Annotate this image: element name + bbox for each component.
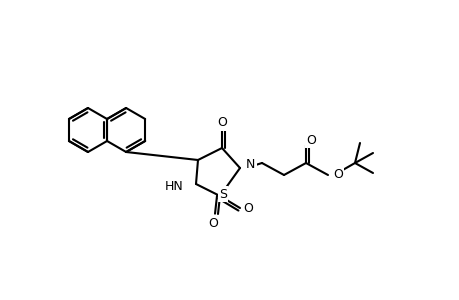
Text: O: O: [207, 218, 218, 230]
Text: O: O: [305, 134, 315, 146]
Text: S: S: [218, 188, 226, 200]
Text: O: O: [217, 116, 226, 130]
Text: N: N: [246, 158, 255, 172]
Text: O: O: [242, 202, 252, 214]
Text: O: O: [332, 169, 342, 182]
Text: HN: HN: [165, 179, 184, 193]
